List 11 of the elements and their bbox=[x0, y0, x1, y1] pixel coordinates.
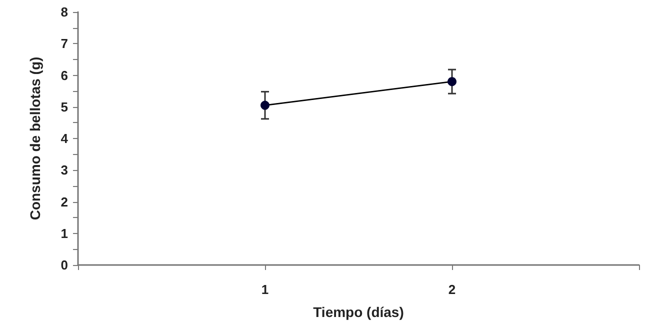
y-tick-label: 3 bbox=[60, 162, 68, 178]
x-axis-title: Tiempo (días) bbox=[313, 304, 404, 320]
y-tick-label: 8 bbox=[60, 4, 68, 20]
y-tick-label: 4 bbox=[60, 131, 69, 146]
y-tick-label: 2 bbox=[60, 194, 68, 210]
y-tick-label: 5 bbox=[60, 99, 68, 114]
y-tick-label: 1 bbox=[60, 226, 68, 241]
y-tick-label: 0 bbox=[60, 258, 68, 272]
y-axis-title: Consumo de bellotas (g) bbox=[27, 56, 43, 220]
y-tick-label: 6 bbox=[60, 68, 68, 83]
y-tick-label: 7 bbox=[60, 36, 68, 52]
